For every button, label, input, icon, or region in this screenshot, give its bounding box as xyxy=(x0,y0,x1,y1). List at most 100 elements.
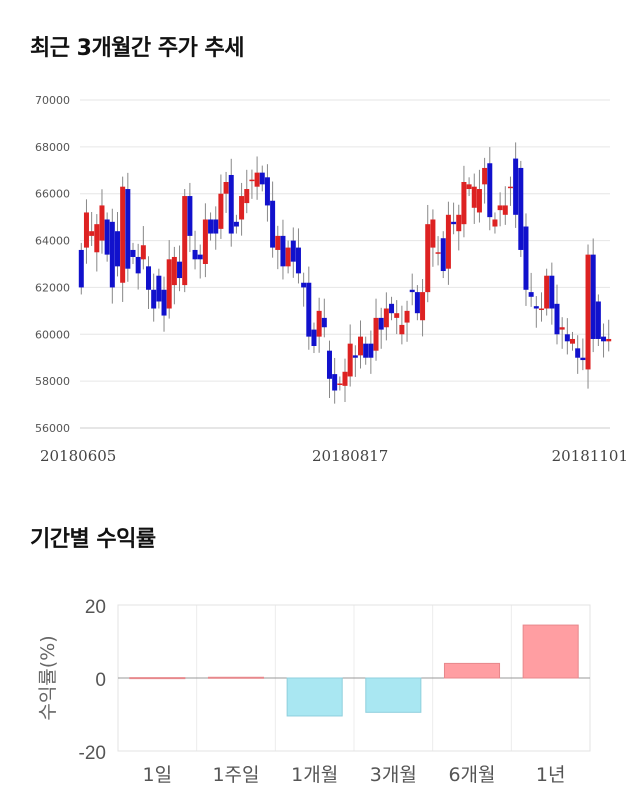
return-category-label: 3개월 xyxy=(370,764,417,786)
candle-body xyxy=(306,282,312,337)
candle-body xyxy=(321,317,327,328)
candle-body xyxy=(451,221,457,225)
candle-body xyxy=(528,292,534,297)
candle-body xyxy=(171,256,177,286)
candle-body xyxy=(347,343,353,377)
price-axis-tick-label: 62000 xyxy=(35,281,70,294)
candle-body xyxy=(399,324,405,335)
candle-body xyxy=(177,261,183,279)
candle-body xyxy=(275,235,281,250)
candle-body xyxy=(538,308,544,311)
candle-body xyxy=(146,266,152,290)
candle-body xyxy=(130,249,136,257)
return-category-label: 1개월 xyxy=(291,764,338,786)
return-bar xyxy=(443,662,501,679)
candle-body xyxy=(218,193,224,229)
candle-body xyxy=(358,336,364,356)
candle-body xyxy=(182,196,188,286)
candle-body xyxy=(409,289,415,293)
candle-body xyxy=(435,252,441,254)
price-axis-tick-label: 64000 xyxy=(35,235,70,248)
candle-body xyxy=(570,338,576,344)
candle-body xyxy=(595,301,601,339)
period-return-title: 기간별 수익률 xyxy=(30,527,156,552)
candle-body xyxy=(430,219,436,248)
date-axis-tick-label: 20180605 xyxy=(40,447,116,465)
candle-body xyxy=(135,256,141,274)
candle-body xyxy=(383,308,389,328)
candle-body xyxy=(239,196,245,220)
candle-body xyxy=(259,172,265,185)
candle-body xyxy=(244,189,250,204)
candle-body xyxy=(482,167,488,185)
return-axis-tick-label: 0 xyxy=(95,670,106,691)
return-bar xyxy=(129,677,186,680)
candle-body xyxy=(425,224,431,293)
return-category-label: 1일 xyxy=(143,764,173,786)
return-bar xyxy=(365,677,422,713)
candle-body xyxy=(373,317,379,351)
candle-body xyxy=(564,334,570,342)
candle-body xyxy=(476,189,482,213)
candle-body xyxy=(83,212,89,248)
candle-body xyxy=(326,350,332,379)
price-axis-tick-label: 60000 xyxy=(35,328,70,341)
candle-body xyxy=(104,219,110,255)
candle-body xyxy=(507,186,513,189)
candle-body xyxy=(492,219,498,227)
return-bar xyxy=(286,677,343,717)
candle-body xyxy=(378,317,384,330)
price-axis-tick-label: 66000 xyxy=(35,188,70,201)
candle-body xyxy=(89,231,95,236)
price-axis-tick-label: 70000 xyxy=(35,94,70,107)
candle-body xyxy=(368,343,374,358)
return-category-label: 1년 xyxy=(536,764,566,786)
candle-body xyxy=(223,182,229,194)
candle-body xyxy=(601,336,607,342)
candle-body xyxy=(502,205,508,215)
return-bar xyxy=(522,624,579,679)
candle-body xyxy=(233,221,239,227)
candle-body xyxy=(559,327,565,330)
candle-body xyxy=(394,313,400,318)
price-axis-tick-label: 56000 xyxy=(35,422,70,435)
candle-body xyxy=(264,177,270,206)
return-category-label: 6개월 xyxy=(448,764,495,786)
candle-body xyxy=(544,275,550,309)
candle-body xyxy=(161,289,167,316)
candle-body xyxy=(151,289,157,309)
candle-body xyxy=(99,205,105,241)
return-axis-tick-label: -20 xyxy=(79,743,106,764)
return-axis-tick-label: 20 xyxy=(85,597,106,618)
candle-body xyxy=(94,224,100,253)
return-y-axis-label: 수익률(%) xyxy=(37,635,59,720)
candle-body xyxy=(342,371,348,386)
candle-body xyxy=(575,348,581,358)
candle-body xyxy=(228,174,234,234)
candle-body xyxy=(166,259,172,309)
return-category-label: 1주일 xyxy=(212,764,259,786)
candle-body xyxy=(290,240,296,262)
candle-body xyxy=(420,292,426,321)
candle-body xyxy=(114,231,120,267)
candle-body xyxy=(513,158,519,215)
candle-body xyxy=(352,355,358,358)
candle-body xyxy=(533,306,539,309)
date-axis-tick-label: 20180817 xyxy=(312,447,388,465)
candle-body xyxy=(125,189,131,269)
candle-body xyxy=(487,163,493,218)
candle-body xyxy=(202,219,208,264)
candle-body xyxy=(270,200,276,248)
candle-body xyxy=(523,226,529,290)
candle-body xyxy=(585,254,591,370)
candle-body xyxy=(389,303,395,314)
candle-body xyxy=(249,179,255,182)
candle-body xyxy=(192,249,198,260)
price-axis-tick-label: 58000 xyxy=(35,375,70,388)
candle-body xyxy=(285,247,291,267)
candle-body xyxy=(311,329,317,346)
candle-body xyxy=(187,196,193,236)
candle-body xyxy=(554,303,560,335)
price-candlestick-chart: 56000 58000 60000 62000 64000 66000 68000 70000… xyxy=(35,94,628,465)
candle-body xyxy=(363,343,369,358)
